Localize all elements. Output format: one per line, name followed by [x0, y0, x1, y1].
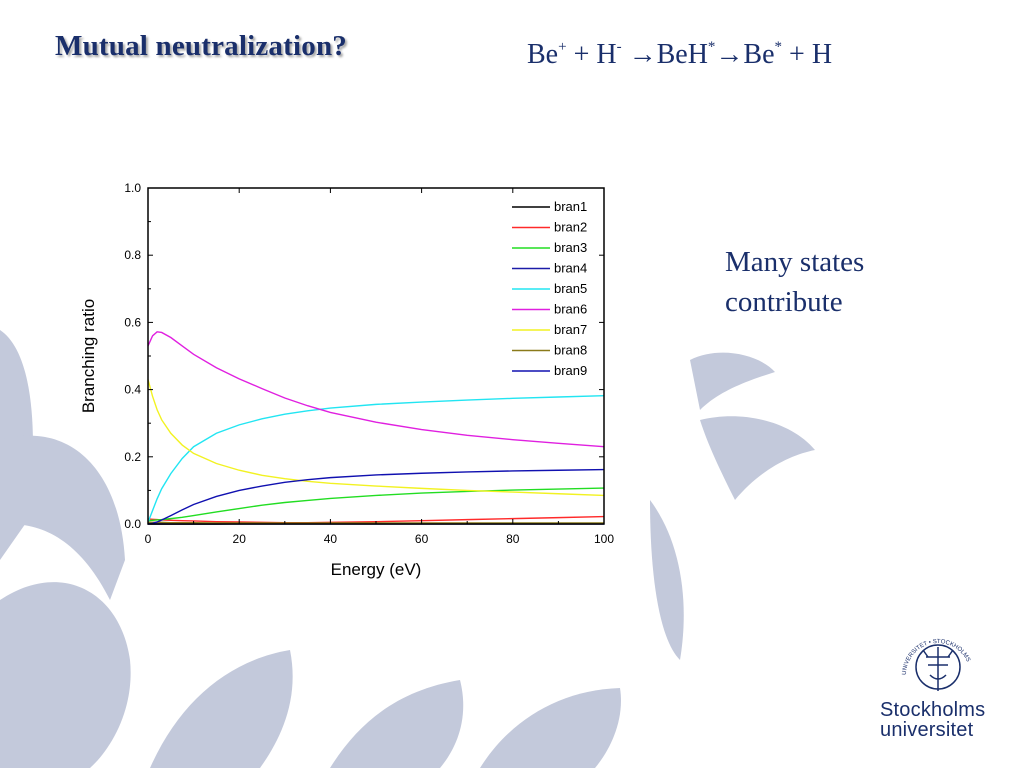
side-note-line1: Many states: [725, 246, 865, 278]
x-tick-label: 60: [415, 532, 429, 546]
series-line-bran5: [147, 394, 605, 523]
y-tick-label: 0.8: [124, 248, 141, 262]
x-tick-label: 0: [145, 532, 152, 546]
legend-label: bran4: [554, 261, 587, 276]
reaction-be-charge: +: [558, 39, 567, 55]
y-axis-label: Branching ratio: [79, 299, 98, 413]
x-tick-label: 80: [506, 532, 520, 546]
reaction-tail: + H: [782, 39, 833, 70]
reaction-be-excited: →Be: [715, 39, 775, 70]
legend-label: bran6: [554, 302, 587, 317]
reaction-equation: Be+ + H- →BeH*→Be* + H: [527, 39, 832, 71]
legend-label: bran9: [554, 363, 587, 378]
reaction-beh-star: *: [707, 39, 716, 55]
series-line-bran7: [147, 379, 605, 497]
legend-label: bran7: [554, 322, 587, 337]
y-tick-label: 0.2: [124, 450, 141, 464]
series-line-bran6: [147, 331, 605, 448]
university-logo: UNIVERSITET • STOCKHOLMS: [902, 639, 971, 691]
side-note: Many states contribute: [725, 242, 985, 322]
logo-line1: Stockholms: [880, 699, 986, 721]
decor-shapes: [0, 330, 815, 768]
slide-title: Mutual neutralization?: [55, 30, 347, 62]
reaction-beh: →BeH: [621, 39, 708, 70]
x-axis-label: Energy (eV): [331, 560, 422, 579]
legend-label: bran1: [554, 199, 587, 214]
y-tick-label: 1.0: [124, 181, 141, 195]
plot-frame: [147, 187, 605, 525]
legend-label: bran3: [554, 240, 587, 255]
logo-line2: universitet: [880, 719, 974, 741]
logo-emblem: [915, 644, 961, 691]
branching-ratio-chart: 0 20 40 60 80 100 0.0 0.2 0.4 0.6 0.8 1.0 Energy (eV…: [79, 181, 614, 579]
x-tick-label: 40: [324, 532, 338, 546]
x-tick-label: 100: [594, 532, 614, 546]
legend-label: bran8: [554, 343, 587, 358]
y-tick-label: 0.0: [124, 517, 141, 531]
legend-label: bran2: [554, 220, 587, 235]
series-line-bran9: [147, 468, 605, 525]
reaction-h-charge: -: [616, 39, 622, 55]
legend-label: bran5: [554, 281, 587, 296]
reaction-be: Be: [527, 39, 559, 70]
reaction-be-star: *: [774, 39, 783, 55]
y-tick-label: 0.6: [124, 315, 141, 329]
x-tick-label: 20: [233, 532, 247, 546]
logo-wordmark: Stockholms universitet: [880, 700, 985, 740]
side-note-line2: contribute: [725, 286, 843, 318]
reaction-plus-h: + H: [566, 39, 617, 70]
y-tick-label: 0.4: [124, 383, 141, 397]
